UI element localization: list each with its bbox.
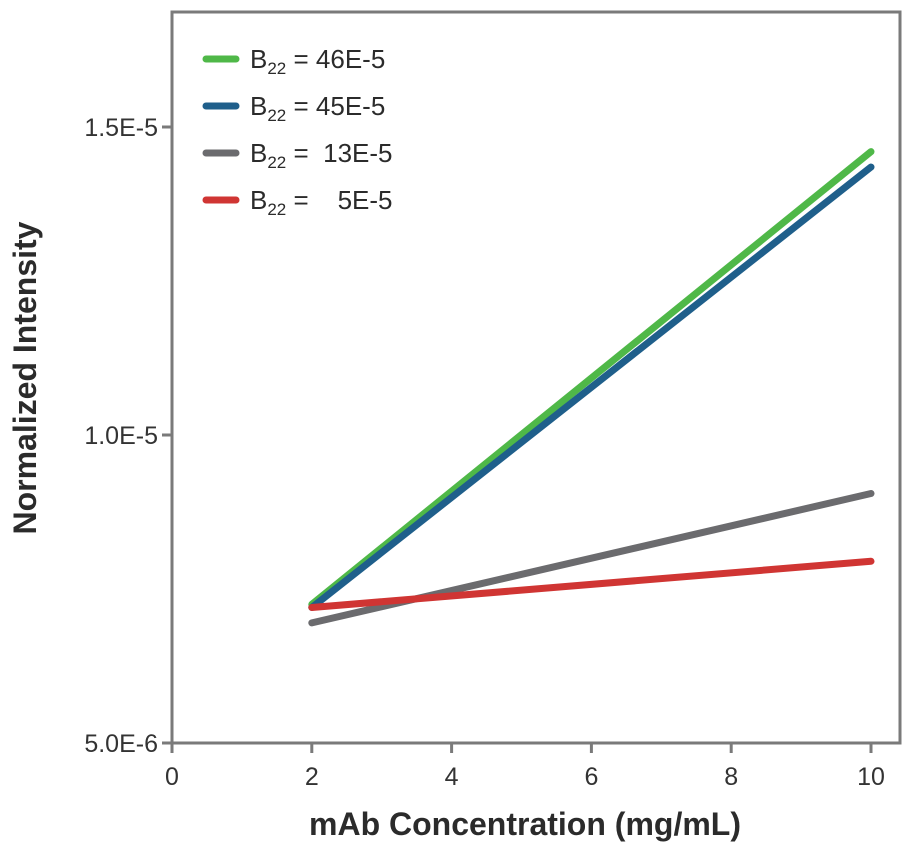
legend-label-4: B22 = 5E-5: [250, 185, 393, 219]
legend-label-1: B22 = 46E-5: [250, 44, 385, 78]
x-tick-label: 4: [445, 763, 459, 791]
y-tick-label: 1.0E-5: [84, 422, 158, 450]
series-line-4: [308, 557, 875, 611]
legend-label-2: B22 = 45E-5: [250, 91, 385, 125]
y-tick-label: 1.5E-5: [84, 114, 158, 142]
series-line-2: [308, 163, 875, 611]
x-tick-label: 8: [724, 763, 738, 791]
x-tick-label: 2: [305, 763, 319, 791]
legend-label-3: B22 = 13E-5: [250, 138, 393, 172]
x-axis-title: mAb Concentration (mg/mL): [309, 806, 741, 842]
y-axis-title: Normalized Intensity: [7, 221, 43, 534]
y-tick-label: 5.0E-6: [84, 730, 158, 758]
plot-frame: [170, 10, 902, 745]
series-line-1: [308, 148, 875, 608]
x-tick-label: 6: [584, 763, 598, 791]
x-tick-label: 10: [857, 763, 885, 791]
x-tick-label: 0: [165, 763, 179, 791]
